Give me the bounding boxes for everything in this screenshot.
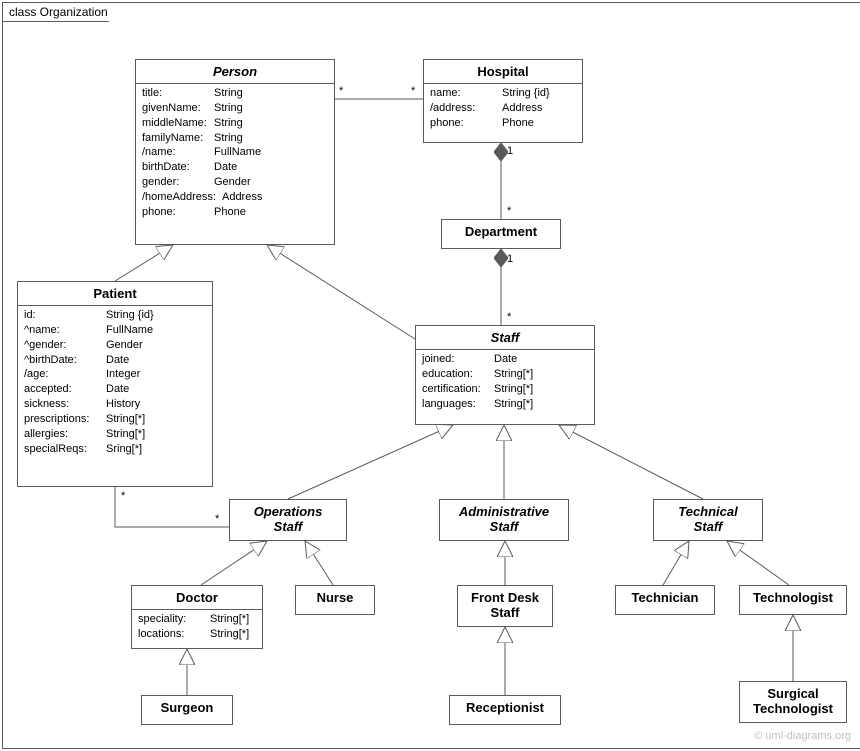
watermark: © uml-diagrams.org	[754, 730, 851, 742]
class-title: TechnicalStaff	[654, 500, 762, 538]
edge-generalization	[201, 541, 267, 585]
edge-generalization	[663, 541, 689, 585]
multiplicity-label: *	[121, 490, 125, 502]
class-patient: Patientid:String {id}^name:FullName^gend…	[17, 281, 213, 487]
multiplicity-label: 1	[507, 145, 513, 157]
class-nurse: Nurse	[295, 585, 375, 615]
class-receptionist: Receptionist	[449, 695, 561, 725]
multiplicity-label: *	[507, 311, 511, 323]
class-surgeon: Surgeon	[141, 695, 233, 725]
class-department: Department	[441, 219, 561, 249]
class-technologist: Technologist	[739, 585, 847, 615]
multiplicity-label: *	[215, 513, 219, 525]
class-hospital: Hospitalname:String {id}/address:Address…	[423, 59, 583, 143]
class-frontdesk: Front DeskStaff	[457, 585, 553, 627]
edge-association	[115, 487, 229, 527]
class-title: Front DeskStaff	[458, 586, 552, 624]
class-title: Technician	[616, 586, 714, 609]
class-title: OperationsStaff	[230, 500, 346, 538]
edge-generalization	[559, 425, 703, 499]
class-person: Persontitle:StringgivenName:Stringmiddle…	[135, 59, 335, 245]
multiplicity-label: *	[507, 205, 511, 217]
class-title: Nurse	[296, 586, 374, 609]
edge-generalization	[727, 541, 789, 585]
class-staff: Staffjoined:Dateeducation:String[*]certi…	[415, 325, 595, 425]
class-admin_staff: AdministrativeStaff	[439, 499, 569, 541]
frame-label: class Organization	[2, 2, 119, 22]
class-title: Staff	[416, 326, 594, 350]
class-attributes: id:String {id}^name:FullName^gender:Gend…	[18, 306, 212, 460]
class-surg_tech: SurgicalTechnologist	[739, 681, 847, 723]
class-title: Person	[136, 60, 334, 84]
class-title: AdministrativeStaff	[440, 500, 568, 538]
class-attributes: title:StringgivenName:StringmiddleName:S…	[136, 84, 334, 224]
class-title: Department	[442, 220, 560, 243]
class-title: Technologist	[740, 586, 846, 609]
diagram-frame: class Organization Persontitle:Stringgiv…	[2, 2, 860, 749]
class-tech_staff: TechnicalStaff	[653, 499, 763, 541]
multiplicity-label: *	[339, 85, 343, 97]
class-title: SurgicalTechnologist	[740, 682, 846, 720]
multiplicity-label: 1	[507, 253, 513, 265]
class-attributes: name:String {id}/address:Addressphone:Ph…	[424, 84, 582, 135]
class-title: Surgeon	[142, 696, 232, 719]
multiplicity-label: *	[411, 85, 415, 97]
class-ops_staff: OperationsStaff	[229, 499, 347, 541]
edge-generalization	[288, 425, 453, 499]
edge-generalization	[115, 245, 173, 281]
class-doctor: Doctorspeciality:String[*]locations:Stri…	[131, 585, 263, 649]
class-attributes: speciality:String[*]locations:String[*]	[132, 610, 262, 646]
class-title: Receptionist	[450, 696, 560, 719]
edge-generalization	[267, 245, 415, 339]
class-attributes: joined:Dateeducation:String[*]certificat…	[416, 350, 594, 415]
class-title: Patient	[18, 282, 212, 306]
class-technician: Technician	[615, 585, 715, 615]
class-title: Doctor	[132, 586, 262, 610]
edge-generalization	[305, 541, 333, 585]
class-title: Hospital	[424, 60, 582, 84]
